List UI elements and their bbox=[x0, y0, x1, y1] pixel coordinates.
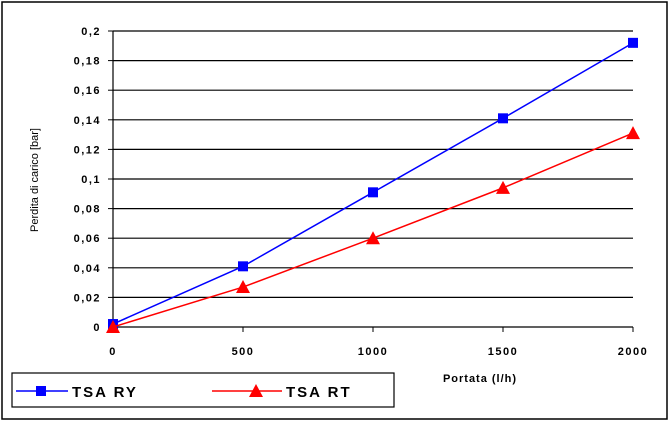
data-point-tsa-rt bbox=[106, 320, 120, 333]
y-tick-label: 0,08 bbox=[74, 204, 101, 216]
legend-item-tsa-rt: TSA RT bbox=[212, 384, 352, 401]
data-point-tsa-rt bbox=[626, 126, 640, 140]
legend-label-tsa-ry: TSA RY bbox=[72, 384, 138, 401]
x-tick-label: 2000 bbox=[618, 346, 648, 358]
y-tick-label: 0,04 bbox=[74, 263, 101, 275]
x-axis-label: Portata (l/h) bbox=[443, 373, 517, 385]
y-tick-labels: 0 0,02 0,04 0,06 0,08 0,1 0,12 0,14 0,16 0,18 0,2 bbox=[74, 26, 101, 334]
legend-item-tsa-ry: TSA RY bbox=[16, 384, 138, 401]
data-point-tsa-ry bbox=[498, 113, 508, 124]
y-tick-label: 0,02 bbox=[74, 292, 101, 304]
x-tick-label: 0 bbox=[109, 346, 117, 358]
data-point-tsa-ry bbox=[628, 37, 638, 48]
x-tick-label: 1500 bbox=[488, 346, 518, 358]
square-marker-icon bbox=[36, 386, 46, 396]
y-tick-label: 0,06 bbox=[74, 233, 101, 245]
data-point-tsa-rt bbox=[366, 231, 380, 245]
x-tick-label: 500 bbox=[232, 346, 255, 358]
axes bbox=[108, 30, 634, 332]
legend-label-tsa-rt: TSA RT bbox=[286, 384, 352, 401]
x-tick-labels: 0 500 1000 1500 2000 bbox=[109, 346, 648, 358]
y-tick-label: 0,14 bbox=[74, 115, 101, 127]
y-tick-label: 0,16 bbox=[74, 85, 101, 97]
series-group bbox=[106, 37, 640, 333]
data-point-tsa-ry bbox=[368, 187, 378, 198]
y-tick-label: 0,18 bbox=[74, 56, 101, 68]
y-tick-label: 0,12 bbox=[74, 144, 101, 156]
data-point-tsa-rt bbox=[496, 180, 510, 194]
y-tick-label: 0,1 bbox=[81, 174, 101, 186]
y-tick-label: 0 bbox=[93, 322, 101, 334]
triangle-marker-icon bbox=[249, 384, 263, 397]
data-point-tsa-rt bbox=[236, 280, 250, 294]
y-axis-label: Perdita di carico [bar] bbox=[29, 128, 41, 232]
gridlines bbox=[113, 30, 633, 298]
legend-box bbox=[11, 372, 395, 408]
y-tick-label: 0,2 bbox=[81, 26, 101, 38]
legend: TSA RY TSA RT bbox=[11, 372, 395, 408]
data-point-tsa-ry bbox=[238, 261, 248, 272]
x-tick-label: 1000 bbox=[358, 346, 388, 358]
